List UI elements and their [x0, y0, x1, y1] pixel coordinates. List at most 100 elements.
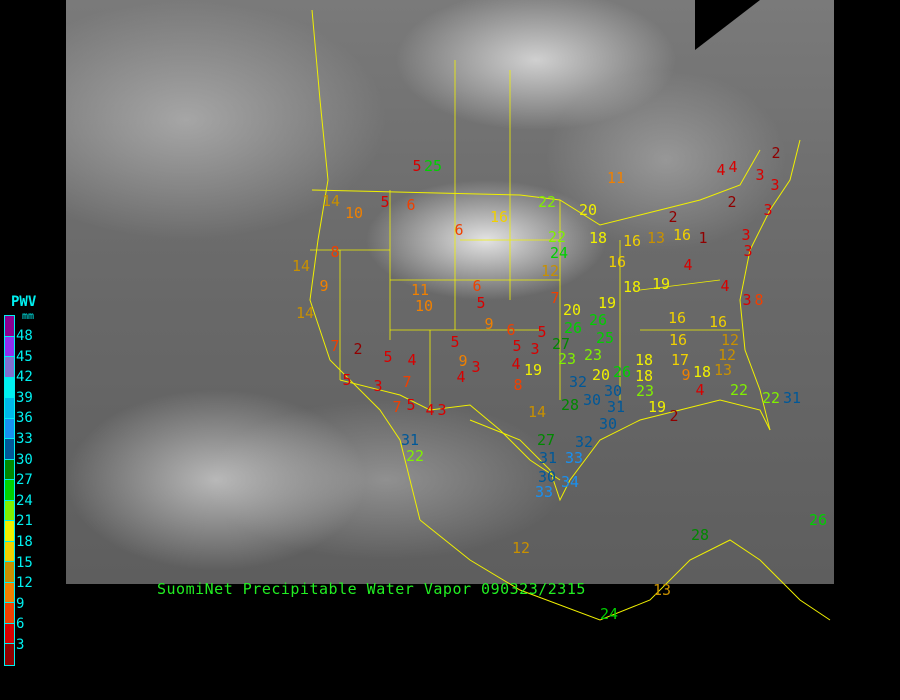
station-pwv-value: 7 [392, 397, 402, 416]
station-pwv-value: 3 [743, 241, 753, 260]
station-pwv-value: 14 [321, 191, 341, 210]
station-pwv-value: 27 [551, 334, 571, 353]
station-pwv-value: 32 [568, 372, 588, 391]
station-pwv-value: 24 [599, 604, 619, 623]
station-pwv-value: 19 [651, 274, 671, 293]
legend-label: 30 [16, 451, 33, 468]
station-pwv-value: 16 [668, 330, 688, 349]
legend-label: 33 [16, 431, 33, 447]
station-pwv-value: 9 [681, 365, 691, 384]
station-pwv-value: 16 [489, 207, 509, 226]
station-pwv-value: 18 [634, 350, 654, 369]
station-pwv-value: 5 [512, 336, 522, 355]
station-pwv-value: 30 [598, 414, 618, 433]
station-pwv-value: 6 [406, 195, 416, 214]
station-pwv-value: 14 [291, 256, 311, 275]
legend-label: 36 [16, 410, 33, 427]
legend-title: PWV [11, 294, 37, 310]
station-pwv-value: 3 [755, 165, 765, 184]
station-pwv-value: 22 [729, 380, 749, 399]
station-pwv-value: 19 [647, 397, 667, 416]
station-pwv-value: 3 [770, 175, 780, 194]
legend-label: 6 [16, 616, 25, 633]
legend-swatch [5, 541, 14, 562]
station-pwv-value: 22 [537, 192, 557, 211]
station-pwv-value: 4 [425, 400, 435, 419]
station-pwv-value: 34 [560, 472, 580, 491]
station-pwv-value: 25 [423, 156, 443, 175]
station-pwv-value: 31 [538, 448, 558, 467]
station-pwv-value: 6 [506, 320, 516, 339]
station-pwv-value: 5 [383, 347, 393, 366]
station-pwv-value: 4 [716, 160, 726, 179]
station-pwv-value: 10 [344, 203, 364, 222]
station-pwv-value: 3 [437, 400, 447, 419]
mexico-border [339, 379, 561, 481]
pwv-color-scale [4, 315, 15, 666]
legend-swatch [5, 398, 14, 419]
station-pwv-value: 5 [412, 156, 422, 175]
state-lines [310, 60, 740, 410]
legend-swatch [5, 357, 14, 378]
station-pwv-value: 2 [669, 406, 679, 425]
legend-swatch [5, 439, 14, 460]
station-pwv-value: 3 [742, 290, 752, 309]
station-pwv-value: 11 [606, 168, 626, 187]
legend-swatch [5, 500, 14, 521]
east-coast [739, 139, 801, 431]
station-pwv-value: 19 [523, 360, 543, 379]
legend-swatch [5, 623, 14, 644]
station-pwv-value: 20 [578, 200, 598, 219]
legend-label: 21 [16, 513, 33, 530]
station-pwv-value: 4 [720, 276, 730, 295]
legend-swatch [5, 377, 14, 398]
station-pwv-value: 31 [782, 388, 802, 407]
station-pwv-value: 9 [319, 276, 329, 295]
station-pwv-value: 2 [727, 192, 737, 211]
station-pwv-value: 12 [720, 330, 740, 349]
station-pwv-value: 31 [400, 430, 420, 449]
station-pwv-value: 11 [410, 280, 430, 299]
station-pwv-value: 26 [588, 310, 608, 329]
station-pwv-value: 5 [342, 370, 352, 389]
station-pwv-value: 9 [458, 351, 468, 370]
station-pwv-value: 2 [771, 143, 781, 162]
station-pwv-value: 33 [534, 482, 554, 501]
legend-label: 15 [16, 554, 33, 571]
legend-swatch [5, 582, 14, 603]
station-pwv-value: 27 [536, 430, 556, 449]
station-pwv-value: 3 [741, 225, 751, 244]
station-pwv-value: 8 [330, 242, 340, 261]
legend-swatch [5, 644, 14, 665]
station-pwv-value: 33 [564, 448, 584, 467]
legend-swatch [5, 562, 14, 583]
legend-swatch [5, 521, 14, 542]
station-pwv-value: 23 [583, 345, 603, 364]
station-pwv-value: 12 [717, 345, 737, 364]
legend-swatch [5, 316, 14, 337]
station-pwv-value: 25 [595, 328, 615, 347]
station-pwv-value: 5 [537, 322, 547, 341]
station-pwv-value: 4 [695, 380, 705, 399]
station-pwv-value: 7 [550, 288, 560, 307]
station-pwv-value: 26 [808, 510, 828, 529]
station-pwv-value: 2 [353, 339, 363, 358]
legend-label: 9 [16, 595, 25, 612]
station-pwv-value: 18 [622, 277, 642, 296]
station-pwv-value: 26 [563, 318, 583, 337]
station-pwv-value: 3 [763, 200, 773, 219]
station-pwv-value: 4 [407, 350, 417, 369]
station-pwv-value: 31 [606, 397, 626, 416]
satellite-image [66, 0, 834, 584]
station-pwv-value: 26 [612, 362, 632, 381]
station-pwv-value: 22 [547, 227, 567, 246]
station-pwv-value: 3 [471, 357, 481, 376]
legend-label: 42 [16, 369, 33, 386]
station-pwv-value: 14 [527, 402, 547, 421]
legend-unit: mm [22, 311, 35, 322]
station-pwv-value: 20 [591, 365, 611, 384]
legend-label: 48 [16, 328, 33, 344]
legend-label: 12 [16, 575, 33, 592]
station-pwv-value: 22 [761, 388, 781, 407]
